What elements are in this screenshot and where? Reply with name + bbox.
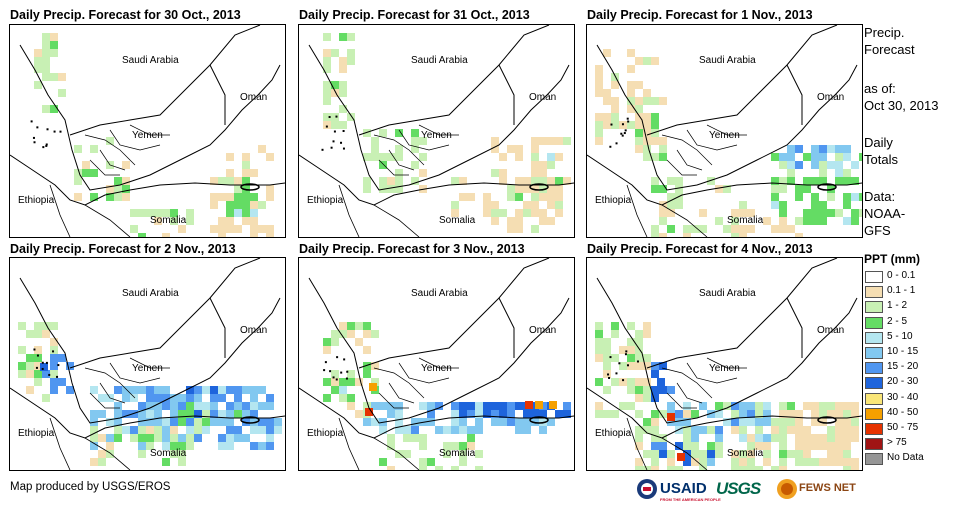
legend-label: 0 - 0.1 — [887, 270, 916, 281]
legend-label: No Data — [887, 452, 924, 464]
map-label-saudi: Saudi Arabia — [699, 288, 756, 299]
legend-swatch — [865, 347, 883, 359]
map-label-oman: Oman — [529, 325, 557, 336]
legend-label: 1 - 2 — [887, 300, 908, 312]
legend-swatch — [865, 453, 883, 466]
legend-swatch — [865, 438, 883, 451]
legend-label: 0.1 - 1 — [887, 285, 916, 297]
map-label-ethiopia: Ethiopia — [18, 428, 55, 439]
side-title: Precip. Forecast — [864, 25, 915, 57]
map-label-somalia: Somalia — [727, 215, 764, 226]
legend-swatch — [865, 377, 883, 390]
map-label-yemen: Yemen — [709, 363, 740, 374]
forecast-map-2: Saudi Arabia Oman Yemen Ethiopia Somalia — [298, 24, 575, 238]
forecast-map-3: Saudi Arabia Oman Yemen Ethiopia Somalia — [586, 24, 863, 238]
panel-title-3: Daily Precip. Forecast for 1 Nov., 2013 — [587, 8, 813, 22]
data-source: Data: NOAA- GFS — [864, 189, 906, 238]
panel-title-1: Daily Precip. Forecast for 30 Oct., 2013 — [10, 8, 241, 22]
map-label-yemen: Yemen — [421, 363, 452, 374]
map-label-ethiopia: Ethiopia — [307, 428, 344, 439]
panel-title-6: Daily Precip. Forecast for 4 Nov., 2013 — [587, 242, 813, 256]
map-label-somalia: Somalia — [439, 215, 476, 226]
legend-swatch — [865, 271, 883, 283]
map-label-oman: Oman — [240, 325, 268, 336]
map-label-ethiopia: Ethiopia — [307, 195, 344, 206]
legend-label: 5 - 10 — [887, 330, 913, 342]
legend-label: 10 - 15 — [887, 346, 919, 357]
map-label-yemen: Yemen — [132, 363, 163, 374]
map-label-oman: Oman — [817, 92, 845, 103]
map-label-ethiopia: Ethiopia — [18, 195, 55, 206]
map-label-yemen: Yemen — [132, 130, 163, 141]
legend-swatch — [865, 362, 883, 375]
usaid-seal-icon — [637, 479, 657, 499]
legend-swatch — [865, 301, 883, 314]
map-label-yemen: Yemen — [421, 130, 452, 141]
legend-label: 15 - 20 — [887, 361, 919, 373]
map-label-saudi: Saudi Arabia — [122, 55, 179, 66]
credit-text: Map produced by USGS/EROS — [10, 481, 171, 493]
legend-label: 30 - 40 — [887, 391, 919, 403]
legend-title: PPT (mm) — [864, 252, 921, 266]
legend-label: 20 - 30 — [887, 376, 919, 388]
forecast-map-5: Saudi Arabia Oman Yemen Ethiopia Somalia — [298, 257, 575, 471]
forecast-map-4: Saudi Arabia Oman Yemen Ethiopia Somalia — [9, 257, 286, 471]
map-label-somalia: Somalia — [150, 448, 187, 459]
map-label-oman: Oman — [240, 92, 268, 103]
panel-title-5: Daily Precip. Forecast for 3 Nov., 2013 — [299, 242, 525, 256]
map-label-ethiopia: Ethiopia — [595, 195, 632, 206]
map-label-saudi: Saudi Arabia — [122, 288, 179, 299]
map-label-somalia: Somalia — [439, 448, 476, 459]
legend-swatch — [865, 392, 883, 405]
legend-swatch — [865, 331, 883, 344]
legend-label: 2 - 5 — [887, 315, 908, 327]
forecast-map-1: Saudi Arabia Oman Yemen Ethiopia Somalia — [9, 24, 286, 238]
legend-label: 40 - 50 — [887, 406, 919, 418]
panel-title-4: Daily Precip. Forecast for 2 Nov., 2013 — [10, 242, 236, 256]
fewsnet-globe-icon — [777, 479, 797, 499]
map-label-saudi: Saudi Arabia — [411, 55, 468, 66]
map-label-yemen: Yemen — [709, 130, 740, 141]
map-label-somalia: Somalia — [150, 215, 187, 226]
map-label-oman: Oman — [529, 92, 557, 103]
map-label-somalia: Somalia — [727, 448, 764, 459]
map-label-oman: Oman — [817, 325, 845, 336]
map-label-saudi: Saudi Arabia — [411, 288, 468, 299]
legend-swatch — [865, 423, 883, 435]
map-label-ethiopia: Ethiopia — [595, 428, 632, 439]
panel-title-2: Daily Precip. Forecast for 31 Oct., 2013 — [299, 8, 530, 22]
legend-label: > 75 — [887, 437, 907, 449]
legend-swatch — [865, 316, 883, 329]
legend-swatch — [865, 286, 883, 299]
legend-swatch — [865, 407, 883, 420]
legend-label: 50 - 75 — [887, 422, 919, 433]
map-label-saudi: Saudi Arabia — [699, 55, 756, 66]
daily-totals: Daily Totals — [864, 135, 898, 167]
forecast-map-6: Saudi Arabia Oman Yemen Ethiopia Somalia — [586, 257, 863, 471]
as-of-date: as of: Oct 30, 2013 — [864, 81, 939, 113]
